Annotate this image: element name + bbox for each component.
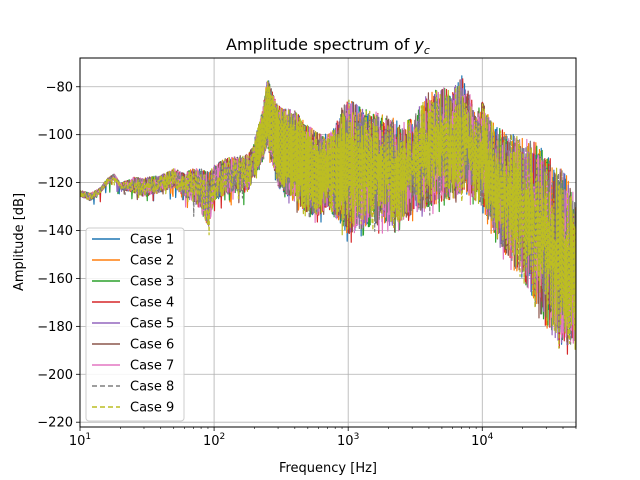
legend-label-9: Case 9 bbox=[130, 401, 174, 416]
x-tick-label: 104 bbox=[471, 432, 494, 449]
series-line-9 bbox=[80, 80, 576, 350]
legend: Case 1 Case 2 Case 3 Case 4 Case 5 Case 6 Case… bbox=[85, 227, 185, 422]
x-tick-label: 101 bbox=[69, 432, 91, 449]
legend-label-8: Case 8 bbox=[130, 380, 174, 395]
y-axis-label: Amplitude [dB] bbox=[12, 193, 27, 291]
x-tick-label: 102 bbox=[203, 432, 225, 449]
y-tick-label: −200 bbox=[37, 368, 73, 383]
legend-box bbox=[85, 227, 185, 422]
x-tick-base: 10 bbox=[69, 434, 86, 449]
plot-frame bbox=[79, 57, 577, 428]
y-tick-labels: −80 −100 −120 −140 −160 −180 −200 −220 bbox=[37, 80, 73, 430]
legend-label-2: Case 2 bbox=[130, 254, 174, 269]
legend-label-5: Case 5 bbox=[130, 317, 174, 332]
y-tick-label: −180 bbox=[37, 320, 73, 335]
x-tick-exponent: 4 bbox=[488, 432, 494, 442]
major-ticks bbox=[76, 86, 483, 431]
y-tick-label: −120 bbox=[37, 176, 73, 191]
chart-title: Amplitude spectrum of yc bbox=[226, 35, 430, 57]
x-tick-exponent: 3 bbox=[354, 432, 360, 442]
x-tick-labels: 101 102 103 104 bbox=[69, 432, 494, 449]
legend-label-3: Case 3 bbox=[130, 275, 174, 290]
chart-title-var: y bbox=[413, 35, 424, 54]
x-tick-base: 10 bbox=[471, 434, 488, 449]
x-minor-ticks bbox=[120, 427, 577, 429]
x-tick-exponent: 2 bbox=[219, 432, 225, 442]
legend-label-6: Case 6 bbox=[130, 338, 174, 353]
legend-label-4: Case 4 bbox=[130, 296, 174, 311]
x-tick-base: 10 bbox=[337, 434, 354, 449]
y-tick-label: −80 bbox=[46, 80, 73, 95]
y-tick-label: −160 bbox=[37, 272, 73, 287]
x-tick-base: 10 bbox=[203, 434, 220, 449]
legend-label-1: Case 1 bbox=[130, 233, 174, 248]
series-lines bbox=[80, 75, 576, 355]
x-axis-label: Frequency [Hz] bbox=[279, 461, 377, 476]
legend-label-7: Case 7 bbox=[130, 359, 174, 374]
chart-title-sub: c bbox=[424, 44, 430, 57]
x-tick-exponent: 1 bbox=[85, 432, 91, 442]
chart-title-main: Amplitude spectrum of bbox=[226, 35, 414, 54]
x-tick-label: 103 bbox=[337, 432, 359, 449]
y-tick-label: −140 bbox=[37, 224, 73, 239]
y-tick-label: −220 bbox=[37, 416, 73, 431]
y-tick-label: −100 bbox=[37, 128, 73, 143]
